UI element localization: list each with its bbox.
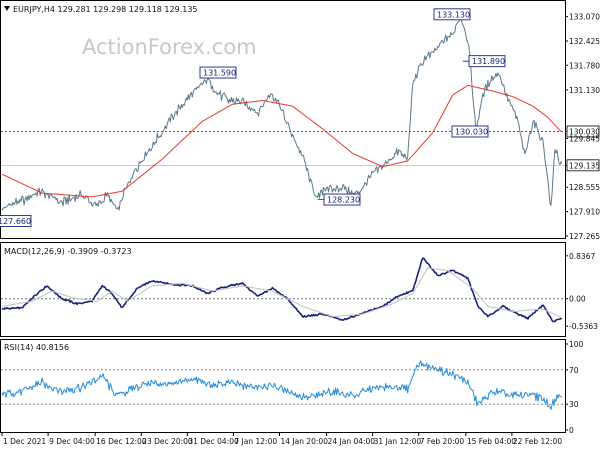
macd-y-tick-label: 0.8367 — [569, 252, 595, 261]
x-tick-label: 7 Jan 12:00 — [234, 437, 277, 446]
series-lines — [1, 13, 563, 411]
price-y-tick-label: 132.425 — [569, 37, 600, 46]
price-y-tick-label: 133.070 — [569, 13, 600, 22]
rsi-panel-frame — [0, 339, 566, 433]
price-callouts: 131.590 133.130 131.890 130.030 128.230 127.6… — [0, 8, 506, 228]
callout-box — [0, 215, 32, 228]
x-tick-label: 31 Jan 12:00 — [374, 437, 422, 446]
price-series-line — [1, 84, 562, 198]
x-tick-label: 7 Feb 20:00 — [420, 437, 465, 446]
macd-panel-frame — [0, 242, 566, 337]
rsi-y-tick-label: 30 — [569, 400, 579, 409]
price-y-tick-label: 129.135 — [569, 161, 600, 170]
x-tick-label: 23 Dec 20:00 — [142, 437, 193, 446]
price-y-tick-label: 130.030 — [569, 127, 600, 136]
price-y-tick-label: 127.265 — [569, 232, 600, 241]
price-panel-frame — [0, 0, 566, 239]
price-series-line — [1, 13, 563, 211]
x-tick-label: 1 Dec 2021 — [3, 437, 46, 446]
x-tick-label: 16 Dec 12:00 — [96, 437, 147, 446]
price-axis-highlight-box — [566, 159, 600, 172]
macd-y-tick-label: -0.5363 — [569, 322, 598, 331]
x-tick-label: 9 Dec 04:00 — [49, 437, 95, 446]
price-y-tick-label: 131.780 — [569, 61, 600, 70]
reference-lines — [1, 130, 565, 405]
callout-box — [199, 66, 237, 79]
callout-label: 131.590 — [203, 69, 236, 78]
price-y-tick-label: 128.555 — [569, 183, 600, 192]
rsi-series-line — [1, 360, 563, 411]
x-tick-label: 31 Dec 04:00 — [188, 437, 239, 446]
macd-series-line — [1, 267, 562, 319]
callout-label: 128.230 — [327, 196, 360, 205]
rsi-y-tick-label: 0 — [569, 426, 574, 435]
y-axis-ticks: 133.070 132.425 131.780 131.130 130.030129.8… — [565, 13, 600, 435]
x-tick-label: 22 Feb 12:00 — [513, 437, 562, 446]
x-tick-label: 15 Feb 04:00 — [467, 437, 516, 446]
price-header: EURJPY,H4 129.281 129.298 129.118 129.13… — [4, 5, 198, 14]
rsi-y-tick-label: 100 — [569, 340, 584, 349]
watermark: ActionForex.com — [82, 35, 257, 59]
caret-icon — [4, 6, 10, 11]
macd-y-tick-label: 0.00 — [569, 295, 586, 304]
callout-box — [433, 8, 471, 21]
callout-label: 130.030 — [455, 127, 488, 136]
price-y-tick-label: 127.910 — [569, 208, 600, 217]
x-tick-label: 24 Jan 04:00 — [328, 437, 376, 446]
callout-box — [451, 125, 489, 138]
callout-box — [323, 193, 361, 206]
x-tick-label: 14 Jan 20:00 — [280, 437, 328, 446]
rsi-y-tick-label: 70 — [569, 366, 579, 375]
price-axis-highlight-box — [566, 125, 600, 138]
price-y-tick-label: 129.845 — [569, 134, 600, 143]
price-y-tick-label: 131.130 — [569, 86, 600, 95]
callout-box — [468, 55, 506, 68]
macd-series-line — [1, 257, 563, 323]
macd-header-text: MACD(12,26,9) -0.3909 -0.3723 — [4, 247, 132, 256]
callout-label: 127.660 — [0, 217, 31, 226]
callout-label: 133.130 — [437, 10, 470, 19]
rsi-header-text: RSI(14) 40.8156 — [4, 343, 69, 352]
price-header-text: EURJPY,H4 129.281 129.298 129.118 129.13… — [13, 5, 198, 14]
callout-label: 131.890 — [472, 57, 505, 66]
